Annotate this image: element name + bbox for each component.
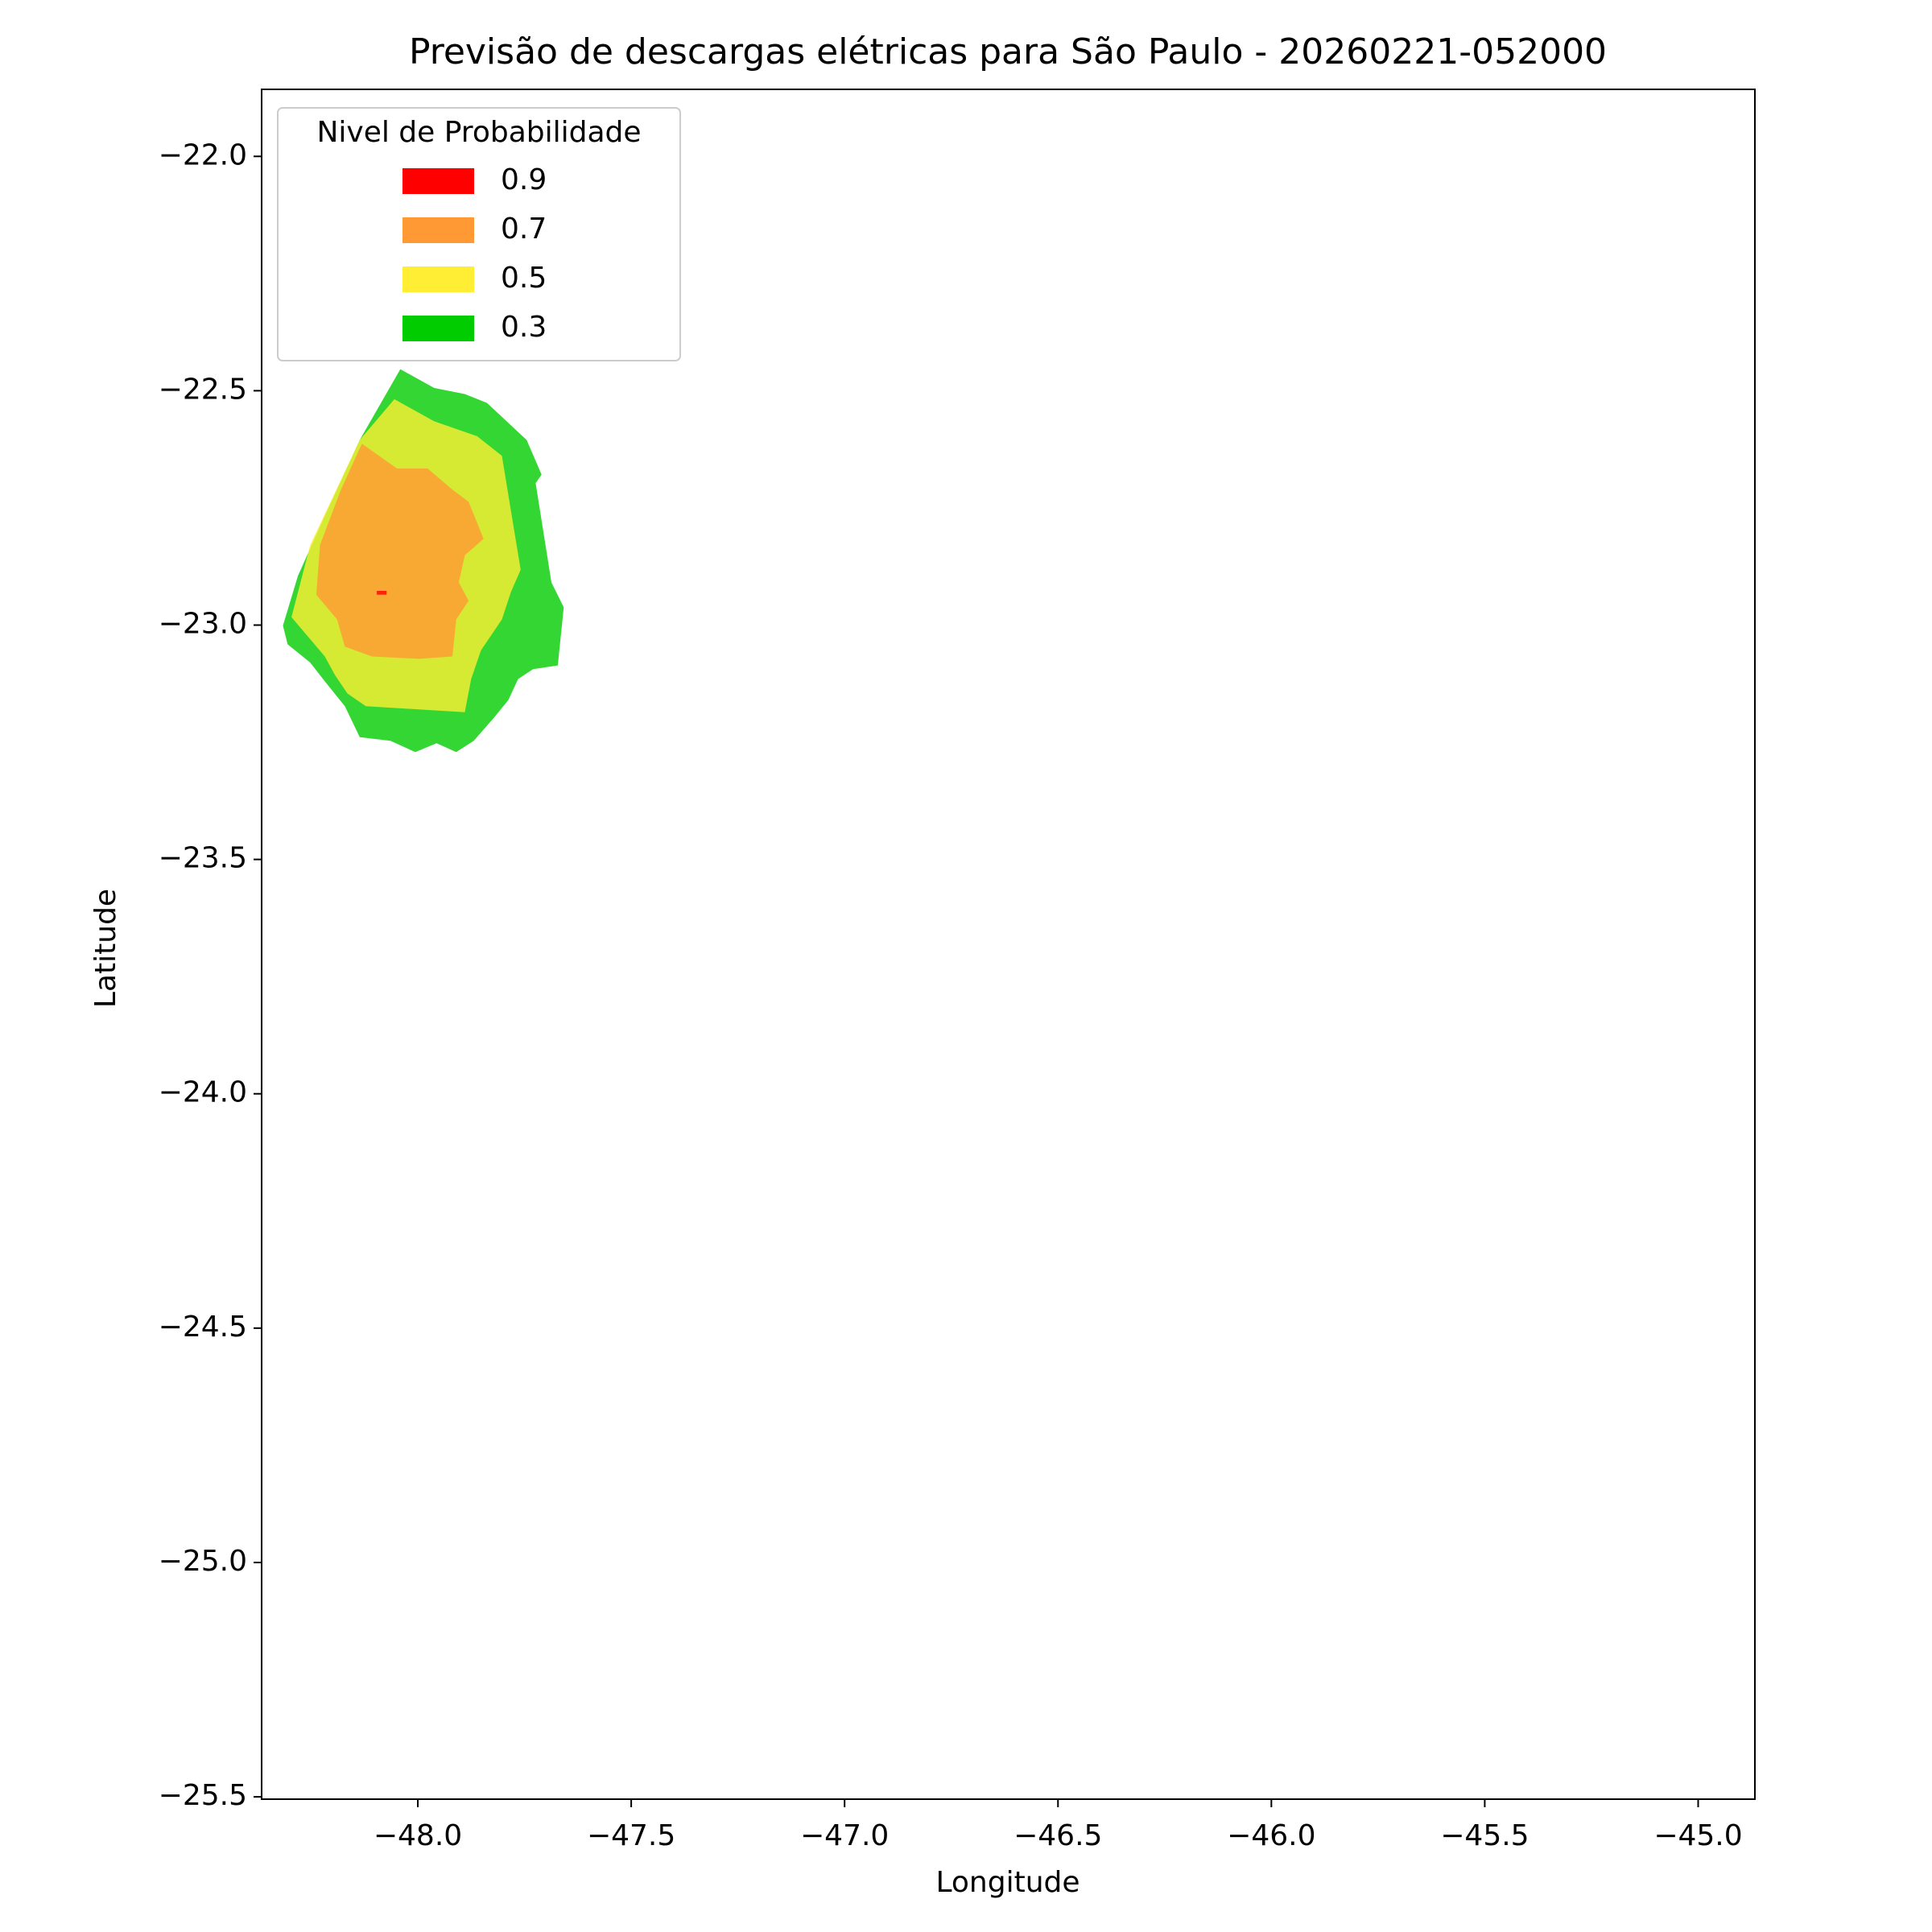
chart-title: Previsão de descargas elétricas para São… — [409, 31, 1607, 72]
contour-region — [377, 591, 387, 595]
x-tick-label: −48.0 — [374, 1819, 462, 1852]
legend-label: 0.9 — [501, 163, 547, 196]
y-tick-label: −25.5 — [159, 1779, 247, 1812]
y-tick-label: −23.5 — [159, 842, 247, 875]
x-tick-label: −47.5 — [587, 1819, 675, 1852]
legend-swatch — [402, 168, 474, 194]
y-tick-label: −22.0 — [159, 138, 247, 171]
x-tick-label: −46.5 — [1013, 1819, 1102, 1852]
legend-title: Nivel de Probabilidade — [316, 116, 641, 149]
x-tick-label: −47.0 — [800, 1819, 889, 1852]
plot-frame — [261, 89, 1756, 1800]
legend: Nivel de Probabilidade 0.9 0.7 0.5 0.3 — [277, 107, 681, 361]
y-tick-label: −22.5 — [159, 373, 247, 406]
legend-label: 0.3 — [501, 311, 547, 344]
y-axis-label: Latitude — [89, 889, 122, 1008]
contour-region — [316, 444, 484, 659]
x-tick-label: −45.0 — [1653, 1819, 1742, 1852]
legend-swatch — [402, 316, 474, 341]
y-tick-label: −24.5 — [159, 1311, 247, 1344]
legend-box — [277, 107, 681, 361]
legend-label: 0.5 — [501, 262, 547, 295]
legend-swatch — [402, 266, 474, 292]
y-tick-label: −23.0 — [159, 607, 247, 640]
legend-label: 0.7 — [501, 213, 547, 246]
x-axis-label: Longitude — [935, 1866, 1080, 1899]
legend-swatch — [402, 217, 474, 243]
x-tick-label: −46.0 — [1227, 1819, 1315, 1852]
y-tick-label: −24.0 — [159, 1076, 247, 1109]
x-tick-label: −45.5 — [1440, 1819, 1529, 1852]
y-tick-label: −25.0 — [159, 1545, 247, 1578]
